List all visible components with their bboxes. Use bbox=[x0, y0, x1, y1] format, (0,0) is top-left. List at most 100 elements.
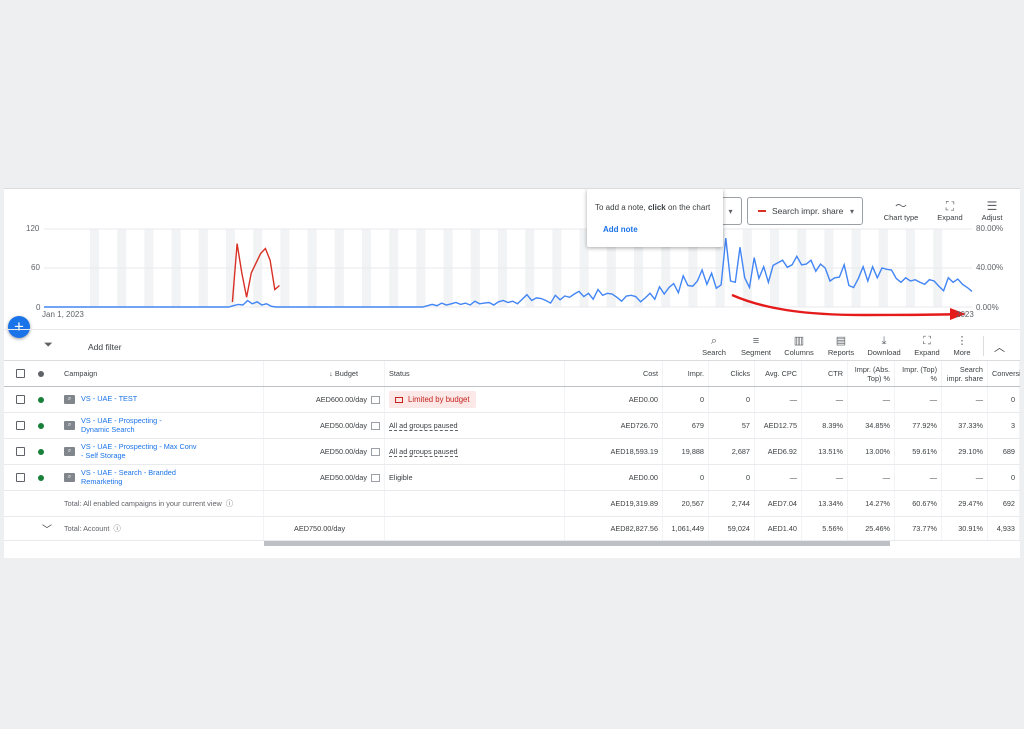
row-select-cell[interactable] bbox=[12, 465, 34, 490]
add-note-link[interactable]: Add note bbox=[603, 225, 638, 234]
table-row[interactable]: ⌕ VS - UAE - Prospecting - Max Conv - Sel… bbox=[4, 439, 1020, 465]
impr-top-value: 73.77% bbox=[912, 524, 937, 533]
chevron-down-icon[interactable]: ﹀ bbox=[42, 525, 52, 536]
create-button[interactable]: + bbox=[8, 316, 30, 338]
col-cost[interactable]: Cost bbox=[565, 361, 663, 386]
row-select-cell[interactable] bbox=[12, 413, 34, 438]
col-status[interactable]: Status bbox=[385, 361, 565, 386]
download-button[interactable]: ⤓ Download bbox=[863, 334, 905, 357]
y-left-tick: 120 bbox=[26, 224, 40, 233]
campaign-name-link[interactable]: VS - UAE - Prospecting - Dynamic Search bbox=[81, 415, 162, 434]
budget-chart-icon[interactable] bbox=[371, 473, 380, 482]
total-enabled-row: Total: All enabled campaigns in your cur… bbox=[4, 491, 1020, 517]
budget-chart-icon[interactable] bbox=[371, 421, 380, 430]
x-end-label: 2023 bbox=[956, 310, 974, 319]
table-row[interactable]: ⌕ VS - UAE - Search - Branded Remarketing… bbox=[4, 465, 1020, 491]
col-cost-label: Cost bbox=[642, 369, 658, 378]
clicks-cell: 59,024 bbox=[709, 517, 755, 540]
table-row[interactable]: ⌕ VS - UAE - Prospecting - Dynamic Search… bbox=[4, 413, 1020, 439]
chart-type-button[interactable]: 〜 Chart type bbox=[878, 199, 924, 222]
impr-abs-top-cell: 13.00% bbox=[848, 439, 895, 464]
row-checkbox[interactable] bbox=[16, 447, 25, 456]
status-cell bbox=[34, 387, 54, 412]
help-icon[interactable]: ⓘ bbox=[225, 498, 234, 508]
enabled-dot-icon bbox=[38, 422, 44, 429]
limited-by-budget-badge[interactable]: Limited by budget bbox=[389, 391, 476, 408]
metric1-dropdown[interactable]: ▾ bbox=[720, 197, 742, 225]
cost-value: AED726.70 bbox=[620, 421, 658, 430]
avg-cpc-value: AED6.92 bbox=[767, 447, 797, 456]
conversions-cell: 0 bbox=[988, 465, 1020, 490]
conversions-cell: 0 bbox=[988, 387, 1020, 412]
ctr-cell: — bbox=[802, 465, 848, 490]
status-text[interactable]: All ad groups paused bbox=[389, 420, 458, 431]
campaign-cell[interactable]: ⌕ VS - UAE - TEST bbox=[60, 387, 264, 412]
campaign-cell[interactable]: ⌕ VS - UAE - Prospecting - Dynamic Search bbox=[60, 413, 264, 438]
col-impr-abs-top[interactable]: Impr. (Abs. Top) % bbox=[848, 361, 895, 386]
col-impr-top[interactable]: Impr. (Top) % bbox=[895, 361, 942, 386]
row-checkbox[interactable] bbox=[16, 421, 25, 430]
budget-chart-icon[interactable] bbox=[371, 395, 380, 404]
ctr-cell: 5.56% bbox=[802, 517, 848, 540]
col-search-impr-share[interactable]: Search impr. share bbox=[942, 361, 988, 386]
select-all-checkbox[interactable] bbox=[16, 369, 25, 378]
budget-cell[interactable]: AED600.00/day bbox=[264, 387, 385, 412]
reports-button[interactable]: ▤ Reports bbox=[820, 334, 862, 357]
chart-canvas[interactable] bbox=[4, 189, 1020, 329]
expand-total-cell[interactable]: ﹀ bbox=[38, 517, 60, 540]
row-checkbox[interactable] bbox=[16, 473, 25, 482]
total-label-cell: Total: Account ⓘ bbox=[60, 517, 264, 540]
performance-chart[interactable]: 120 60 0 80.00% 40.00% 0.00% Jan 1, 2023… bbox=[4, 189, 1020, 329]
campaign-name-link[interactable]: VS - UAE - Prospecting - Max Conv - Self… bbox=[81, 441, 197, 460]
more-button[interactable]: ⋮ More bbox=[941, 334, 983, 357]
note-bold: click bbox=[647, 203, 666, 212]
row-select-cell[interactable] bbox=[12, 387, 34, 412]
conversions-value: 3 bbox=[1010, 421, 1015, 430]
col-impr[interactable]: Impr. bbox=[663, 361, 709, 386]
cost-cell: AED19,319.89 bbox=[565, 491, 663, 516]
col-campaign[interactable]: Campaign bbox=[60, 361, 264, 386]
chart-expand-button[interactable]: ⛶ Expand bbox=[927, 199, 973, 222]
add-filter-button[interactable]: Add filter bbox=[88, 342, 122, 352]
budget-cell[interactable]: AED50.00/day bbox=[264, 413, 385, 438]
search-button[interactable]: ⌕ Search bbox=[693, 334, 735, 357]
chart-adjust-button[interactable]: ☰ Adjust bbox=[969, 199, 1015, 222]
col-clicks[interactable]: Clicks bbox=[709, 361, 755, 386]
campaign-cell[interactable]: ⌕ VS - UAE - Search - Branded Remarketing bbox=[60, 465, 264, 490]
select-all-cell[interactable] bbox=[12, 361, 34, 386]
metric2-dropdown[interactable]: Search impr. share ▾ bbox=[747, 197, 863, 225]
segment-button[interactable]: ≡ Segment bbox=[735, 334, 777, 357]
x-start-label: Jan 1, 2023 bbox=[42, 310, 84, 319]
table-expand-button[interactable]: ⛶ Expand bbox=[906, 334, 948, 357]
col-conversions[interactable]: Conversi bbox=[988, 361, 1020, 386]
avg-cpc-value: AED7.04 bbox=[767, 499, 797, 508]
budget-cell[interactable]: AED50.00/day bbox=[264, 439, 385, 464]
columns-button[interactable]: ▥ Columns bbox=[778, 334, 820, 357]
row-checkbox[interactable] bbox=[16, 395, 25, 404]
campaign-name-link[interactable]: VS - UAE - TEST bbox=[81, 394, 138, 404]
table-row[interactable]: ⌕ VS - UAE - TEST AED600.00/day Limited b… bbox=[4, 387, 1020, 413]
filter-icon[interactable]: ⏷ bbox=[44, 339, 53, 351]
chevron-up-icon[interactable]: ︿ bbox=[994, 342, 1005, 354]
col-avg-cpc[interactable]: Avg. CPC bbox=[755, 361, 802, 386]
col-budget[interactable]: ↓ Budget bbox=[264, 361, 385, 386]
help-icon[interactable]: ⓘ bbox=[113, 523, 121, 533]
status-text[interactable]: All ad groups paused bbox=[389, 446, 458, 457]
budget-chart-icon[interactable] bbox=[371, 447, 380, 456]
campaign-name-link[interactable]: VS - UAE - Search - Branded Remarketing bbox=[81, 467, 176, 486]
budget-value: AED750.00/day bbox=[294, 524, 346, 533]
status-text-cell: Limited by budget bbox=[385, 387, 565, 412]
budget-cell[interactable]: AED50.00/day bbox=[264, 465, 385, 490]
horizontal-scrollbar[interactable] bbox=[264, 541, 890, 546]
y-left-tick: 0 bbox=[36, 303, 41, 312]
col-ctr[interactable]: CTR bbox=[802, 361, 848, 386]
chevron-down-icon: ▾ bbox=[849, 206, 854, 216]
cost-cell: AED0.00 bbox=[565, 465, 663, 490]
impr-value: 20,567 bbox=[681, 499, 704, 508]
row-select-cell[interactable] bbox=[12, 439, 34, 464]
clicks-cell: 2,744 bbox=[709, 491, 755, 516]
cost-cell: AED0.00 bbox=[565, 387, 663, 412]
status-cell bbox=[34, 439, 54, 464]
campaign-cell[interactable]: ⌕ VS - UAE - Prospecting - Max Conv - Sel… bbox=[60, 439, 264, 464]
y-left-tick: 60 bbox=[31, 263, 40, 272]
